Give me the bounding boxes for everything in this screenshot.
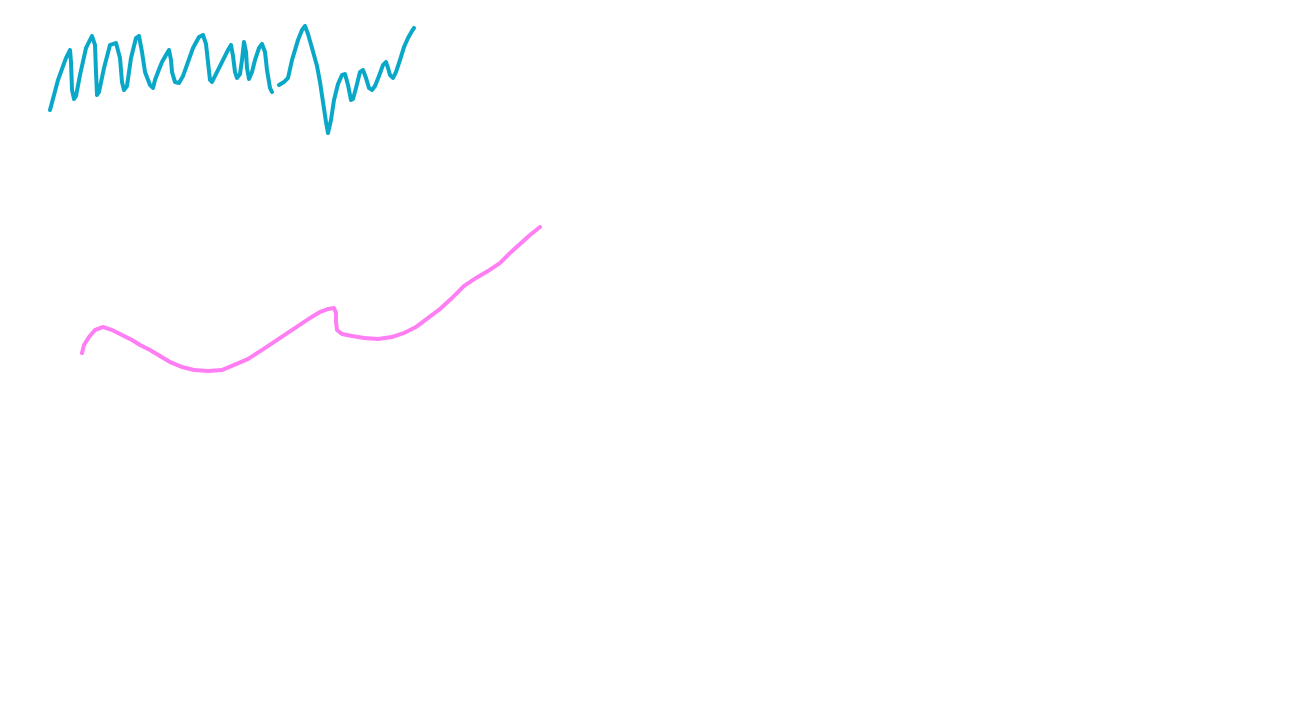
zigzag-stroke-continuation	[277, 24, 416, 135]
wave-stroke	[80, 225, 542, 373]
zigzag-stroke	[48, 33, 274, 112]
